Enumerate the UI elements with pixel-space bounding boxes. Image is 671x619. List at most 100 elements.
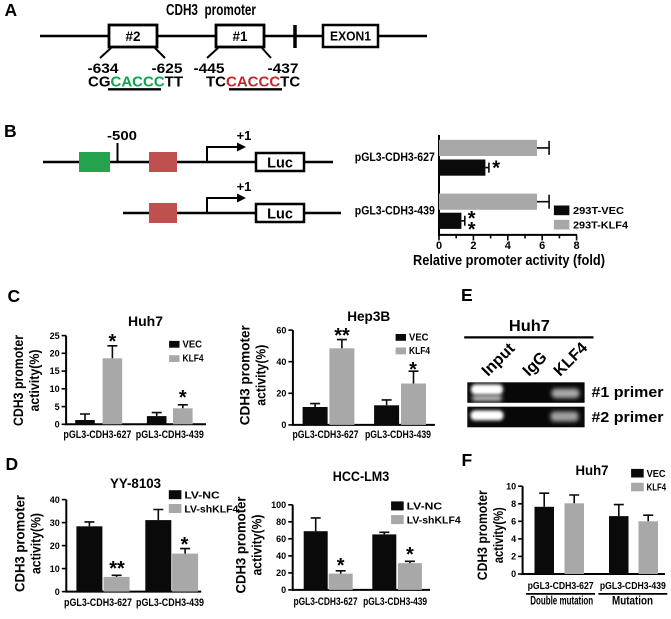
svg-text:CDH3 promoteractivity(%): CDH3 promoteractivity(%) [233,496,265,594]
svg-text:Huh7: Huh7 [576,462,609,478]
svg-text:KLF4: KLF4 [183,353,204,365]
svg-text:20: 20 [276,389,286,399]
svg-text:pGL3-CDH3-627: pGL3-CDH3-627 [528,581,594,592]
svg-text:*: * [179,387,187,409]
svg-text:40: 40 [50,495,60,505]
svg-text:*: * [409,359,417,381]
svg-text:-625: -625 [152,61,184,76]
svg-text:**: ** [109,558,125,580]
svg-text:6: 6 [511,517,516,527]
svg-text:E: E [461,285,473,305]
svg-text:293T-VEC: 293T-VEC [573,205,624,217]
svg-text:2: 2 [511,552,516,562]
svg-text:Hep3B: Hep3B [347,308,390,324]
svg-text:CDH3 promoteractivity(%): CDH3 promoteractivity(%) [474,490,506,580]
svg-text:25: 25 [50,331,60,341]
svg-text:KLF4: KLF4 [647,483,667,494]
svg-text:0: 0 [55,420,60,430]
svg-text:20: 20 [50,541,60,551]
svg-text:Relative promoter activity (fo: Relative promoter activity (fold) [413,253,605,269]
svg-text:EXON1: EXON1 [330,29,371,44]
svg-text:Luc: Luc [267,156,293,172]
svg-text:0: 0 [436,240,442,252]
svg-text:-500: -500 [107,128,137,143]
svg-text:CDH3 promoter: CDH3 promoter [166,2,256,19]
svg-text:*: * [181,534,189,556]
svg-text:CGCACCCTT: CGCACCCTT [88,74,183,91]
svg-text:YY-8103: YY-8103 [110,475,161,491]
svg-text:VEC: VEC [409,331,429,343]
svg-text:pGL3-CDH3-627: pGL3-CDH3-627 [294,596,358,608]
svg-text:10: 10 [506,481,516,491]
svg-text:CDH3 promoteractivity(%): CDH3 promoteractivity(%) [10,335,42,426]
svg-text:**: ** [334,325,350,347]
svg-text:20: 20 [50,349,60,359]
svg-text:Mutation: Mutation [612,596,653,608]
svg-text:CDH3 promoteractivity(%): CDH3 promoteractivity(%) [12,494,44,592]
svg-text:0: 0 [281,585,286,595]
svg-text:60: 60 [276,325,286,335]
svg-text:0: 0 [55,587,60,597]
svg-text:HCC-LM3: HCC-LM3 [333,468,390,484]
svg-text:20: 20 [276,568,286,578]
svg-text:+1: +1 [237,179,252,194]
svg-text:-445: -445 [194,61,226,76]
svg-text:#2: #2 [125,29,140,44]
svg-text:A: A [5,0,18,20]
svg-text:pGL3-CDH3-439: pGL3-CDH3-439 [136,597,204,609]
svg-text:pGL3-CDH3-627: pGL3-CDH3-627 [355,150,435,164]
svg-text:#1: #1 [232,29,248,44]
svg-text:#1 primer: #1 primer [592,384,664,401]
svg-text:*: * [406,544,414,566]
svg-text:60: 60 [276,534,286,544]
svg-text:B: B [4,121,17,141]
svg-text:Huh7: Huh7 [509,318,550,335]
svg-text:6: 6 [539,240,545,252]
svg-text:LV-NC: LV-NC [184,490,220,502]
svg-text:VEC: VEC [183,338,203,350]
svg-text:0: 0 [511,569,516,579]
svg-text:LV-shKLF4: LV-shKLF4 [407,514,461,526]
svg-text:40: 40 [276,551,286,561]
svg-text:pGL3-CDH3-439: pGL3-CDH3-439 [355,204,435,218]
svg-text:Double mutation: Double mutation [530,596,593,608]
svg-text:#2 primer: #2 primer [592,409,664,426]
svg-text:pGL3-CDH3-439: pGL3-CDH3-439 [136,429,204,441]
svg-text:pGL3-CDH3-627: pGL3-CDH3-627 [64,597,132,609]
svg-text:100: 100 [271,500,286,510]
svg-text:-634: -634 [88,61,120,76]
svg-text:15: 15 [50,366,60,376]
svg-text:80: 80 [276,517,286,527]
svg-text:LV-shKLF4: LV-shKLF4 [184,503,238,515]
svg-text:8: 8 [511,499,516,509]
svg-text:*: * [468,219,476,241]
svg-text:5: 5 [55,402,60,412]
svg-text:2: 2 [470,240,476,252]
svg-text:CDH3 promoteractivity(%): CDH3 promoteractivity(%) [237,325,269,426]
svg-text:+1: +1 [237,128,252,143]
svg-text:Huh7: Huh7 [128,313,163,329]
svg-text:pGL3-CDH3-439: pGL3-CDH3-439 [365,429,431,441]
svg-text:F: F [462,450,473,470]
svg-text:30: 30 [50,518,60,528]
svg-text:D: D [6,454,19,474]
svg-text:C: C [8,286,21,306]
svg-text:*: * [109,331,117,353]
svg-text:TCCACCCTC: TCCACCCTC [206,74,300,91]
svg-text:KLF4: KLF4 [409,345,430,357]
svg-text:10: 10 [50,564,60,574]
svg-text:*: * [492,158,500,180]
svg-text:pGL3-CDH3-439: pGL3-CDH3-439 [363,596,427,608]
svg-text:pGL3-CDH3-627: pGL3-CDH3-627 [63,429,131,441]
svg-text:pGL3-CDH3-439: pGL3-CDH3-439 [600,581,666,592]
svg-text:-437: -437 [268,61,299,76]
svg-text:8: 8 [574,240,580,252]
svg-text:VEC: VEC [647,469,666,480]
svg-text:4: 4 [505,240,512,252]
svg-text:4: 4 [511,534,516,544]
svg-text:LV-NC: LV-NC [407,501,443,513]
svg-text:0: 0 [281,420,286,430]
svg-text:10: 10 [50,384,60,394]
svg-text:40: 40 [276,357,286,367]
svg-text:Luc: Luc [267,207,293,223]
